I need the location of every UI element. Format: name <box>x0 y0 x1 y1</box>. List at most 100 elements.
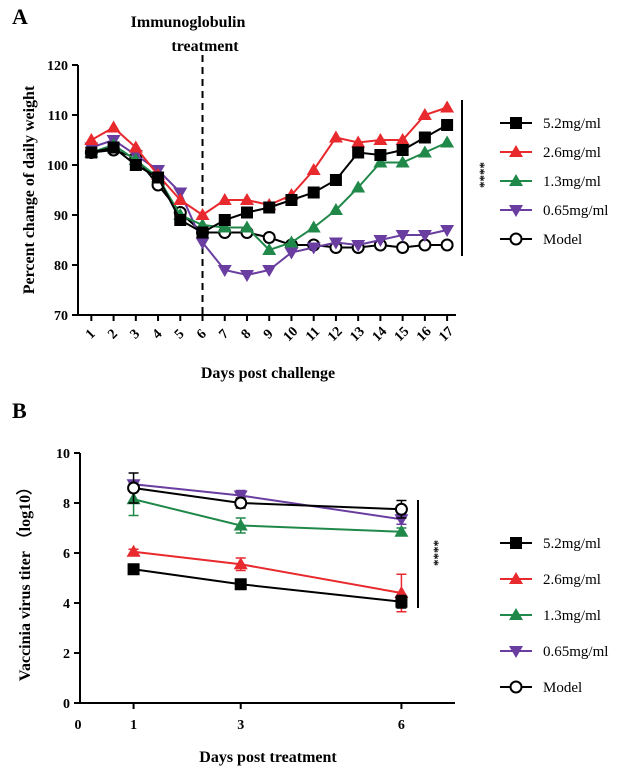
panel-a-point-2-6mg-ml <box>106 120 121 133</box>
panel-b-x-tick-label: 6 <box>398 718 405 733</box>
panel-b-point-2-6mg-ml <box>126 544 141 557</box>
panel-a-x-tick-label: 16 <box>414 324 435 345</box>
panel-b-point-2-6mg-ml <box>233 557 248 570</box>
legend-marker <box>510 537 522 549</box>
panel-b-y-tick-label: 10 <box>56 447 70 462</box>
panel-a-point-2-6mg-ml <box>84 133 99 145</box>
panel-a-point-5-2mg-ml <box>418 131 431 144</box>
panel-a-point-1-3mg-ml <box>417 145 432 158</box>
panel-a-x-tick-label: 2 <box>105 327 121 343</box>
panel-a-point-0-65mg-ml <box>195 237 210 250</box>
panel-a-x-tick-label: 17 <box>436 324 457 345</box>
panel-b-significance: **** <box>427 540 442 566</box>
panel-a-point-5-2mg-ml <box>374 149 387 161</box>
panel-b-y-tick-label: 6 <box>63 547 70 562</box>
panel-b-point-model <box>127 481 141 495</box>
legend-marker <box>509 646 523 658</box>
legend-label: Model <box>543 680 582 696</box>
panel-b-point-model <box>394 502 408 516</box>
panel-b-series-2-6mg-ml <box>126 544 409 613</box>
panel-a-point-5-2mg-ml <box>152 171 165 184</box>
panel-a-point-1-3mg-ml <box>217 220 232 233</box>
panel-b-y-tick-label: 2 <box>63 647 70 662</box>
panel-a-point-2-6mg-ml <box>128 140 143 153</box>
panel-a-point-0-65mg-ml <box>284 247 299 260</box>
panel-a-point-5-2mg-ml <box>441 119 454 131</box>
panel-a-point-5-2mg-ml <box>85 146 98 159</box>
panel-a-x-tick-label: 7 <box>216 327 232 343</box>
legend-label: 5.2mg/ml <box>543 116 601 132</box>
panel-a-point-2-6mg-ml <box>395 133 410 145</box>
panel-a-y-tick-label: 120 <box>47 59 68 74</box>
panel-a-point-0-65mg-ml <box>217 265 232 277</box>
panel-a-point-0-65mg-ml <box>395 230 410 242</box>
panel-a-point-5-2mg-ml <box>352 146 365 159</box>
panel-a-point-0-65mg-ml <box>239 270 254 282</box>
panel-a-point-5-2mg-ml <box>218 214 231 226</box>
panel-a-point-5-2mg-ml <box>196 226 209 239</box>
panel-a-ylabel: Percent change of daily weight <box>21 85 38 294</box>
panel-b-xlabel: Days post treatment <box>199 749 337 766</box>
legend-marker <box>510 117 522 129</box>
annotation-line-1: Immunoglobulin <box>131 14 246 31</box>
panel-a-y-tick-label: 110 <box>48 109 68 124</box>
legend-marker <box>509 145 523 157</box>
legend-marker <box>509 174 523 186</box>
panel-b-series-model <box>127 472 408 519</box>
panel-b-series-1-3mg-ml <box>126 482 409 537</box>
panel-b-point-1-3mg-ml <box>394 524 409 537</box>
panel-a-point-1-3mg-ml <box>239 220 254 233</box>
legend-marker <box>509 205 523 217</box>
legend-label: 2.6mg/ml <box>543 145 601 161</box>
panel-a-point-2-6mg-ml <box>351 135 366 148</box>
panel-a-point-2-6mg-ml <box>440 100 455 113</box>
panel-a-x-tick-label: 8 <box>239 327 255 343</box>
panel-a-legend: 5.2mg/ml 2.6mg/ml 1.3mg/ml 0.65mg/ml Model <box>500 116 608 248</box>
panel-a-point-5-2mg-ml <box>329 174 342 186</box>
panel-b-y-tick-label: 8 <box>63 497 70 512</box>
panel-a-x-tick-label: 9 <box>261 327 277 343</box>
panel-a-point-1-3mg-ml <box>328 203 343 215</box>
panel-a-point-0-65mg-ml <box>351 240 366 252</box>
panel-b-point-model <box>234 496 248 510</box>
panel-a-point-2-6mg-ml <box>239 193 254 205</box>
panel-a-point-5-2mg-ml <box>240 206 253 219</box>
panel-a-point-1-3mg-ml <box>306 220 321 233</box>
legend-marker <box>509 608 523 620</box>
legend-marker <box>509 232 523 246</box>
panel-b-label: B <box>12 398 27 423</box>
panel-a-point-0-65mg-ml <box>373 235 388 247</box>
legend-label: 5.2mg/ml <box>543 536 601 552</box>
panel-a-significance: **** <box>473 162 488 188</box>
panel-a-point-5-2mg-ml <box>174 214 187 226</box>
annotation-line-2: treatment <box>171 38 239 55</box>
panel-b-ylabel: Vaccinia virus titer （log10） <box>16 479 34 681</box>
panel-a-point-2-6mg-ml <box>217 193 232 205</box>
panel-a-series-0-65mg-ml <box>84 135 455 282</box>
panel-a-y-tick-label: 80 <box>54 259 68 274</box>
panel-a-x-tick-label: 15 <box>392 324 413 345</box>
panel-a-y-tick-label: 100 <box>47 159 68 174</box>
panel-a-point-model <box>262 231 276 244</box>
panel-a-x-tick-label: 13 <box>347 324 368 345</box>
panel-a-point-0-65mg-ml <box>440 225 455 237</box>
panel-a-x-tick-label: 1 <box>83 327 99 343</box>
panel-a-point-0-65mg-ml <box>417 230 432 242</box>
panel-a-point-2-6mg-ml <box>306 163 321 175</box>
panel-b-y-tick-label: 4 <box>63 597 70 612</box>
panel-a-point-1-3mg-ml <box>284 235 299 248</box>
panel-b-y-tick-label: 0 <box>63 697 70 712</box>
legend-label: Model <box>543 232 582 248</box>
panel-a-x-tick-label: 12 <box>325 324 346 345</box>
legend-label: 1.3mg/ml <box>543 174 601 190</box>
panel-a-point-5-2mg-ml <box>307 186 320 199</box>
panel-b-point-5-2mg-ml <box>234 578 247 591</box>
panel-a-x-tick-label: 10 <box>281 324 302 345</box>
panel-a-point-5-2mg-ml <box>285 194 298 206</box>
panel-b-plot: 0 2 4 6 8 10 0 1 3 6 5.2mg/ml 2.6mg/ml 1.3mg/ml 0.65m… <box>56 447 608 733</box>
panel-a-x-tick-label: 14 <box>370 324 391 345</box>
panel-a-series-5-2mg-ml <box>85 119 454 239</box>
panel-a-x-tick-label: 3 <box>128 327 144 343</box>
